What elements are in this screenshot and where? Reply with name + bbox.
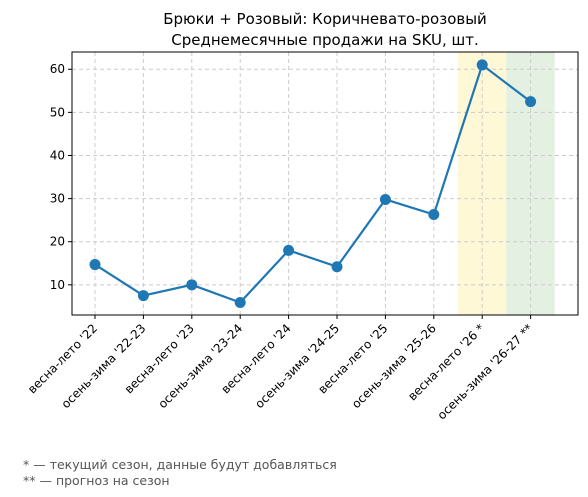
x-tick-label: осень-зима '26-27 ** xyxy=(435,321,536,422)
data-point xyxy=(428,209,440,221)
data-point xyxy=(89,259,101,271)
data-point xyxy=(234,296,246,308)
series-polyline xyxy=(94,63,532,304)
data-point xyxy=(331,261,343,273)
y-tick-label: 40 xyxy=(50,148,65,162)
x-tick-label: осень-зима '22-23 xyxy=(59,321,149,411)
x-tick-label: осень-зима '24-25 xyxy=(252,321,342,411)
plot-area-frame xyxy=(71,51,579,316)
data-point xyxy=(186,279,198,291)
y-tick-label: 50 xyxy=(50,105,65,119)
data-point xyxy=(137,290,149,302)
x-tick-label: осень-зима '25-26 xyxy=(349,321,439,411)
footnote-current-season: * — текущий сезон, данные будут добавлят… xyxy=(23,457,337,472)
footnote-forecast: ** — прогноз на сезон xyxy=(23,473,170,488)
chart-title-line-1: Брюки + Розовый: Коричневато-розовый xyxy=(163,10,487,28)
chart-title-line-2: Среднемесячные продажи на SKU, шт. xyxy=(171,31,479,49)
data-point xyxy=(476,59,488,71)
data-point xyxy=(379,193,391,205)
series-line xyxy=(89,59,537,308)
y-tick-label: 20 xyxy=(50,235,65,249)
highlight-band-1 xyxy=(506,52,555,315)
x-tick-label: осень-зима '23-24 xyxy=(155,321,245,411)
data-point xyxy=(525,96,537,108)
data-point xyxy=(283,244,295,256)
y-axis: 10 20 30 40 50 60 xyxy=(50,62,72,292)
y-tick-label: 10 xyxy=(50,278,65,292)
grid xyxy=(72,52,578,315)
y-tick-label: 60 xyxy=(50,62,65,76)
y-tick-label: 30 xyxy=(50,192,65,206)
highlight-band-0 xyxy=(458,52,507,315)
